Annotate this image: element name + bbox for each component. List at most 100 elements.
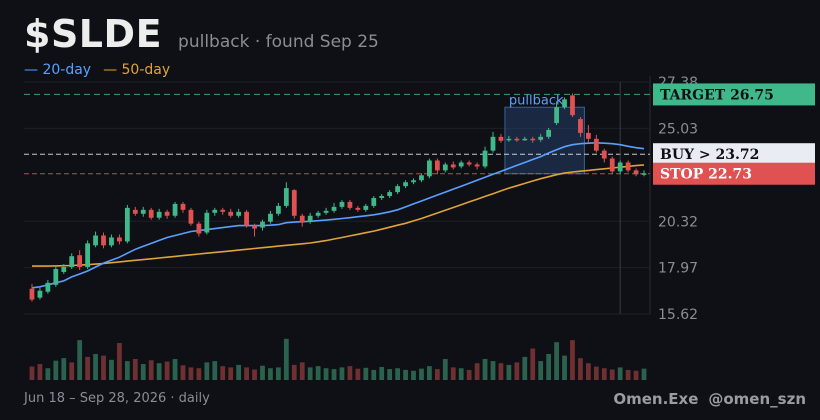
volume-bar	[220, 366, 226, 380]
candle	[466, 160, 472, 167]
branding: Omen.Exe @omen_szn	[613, 390, 806, 408]
buy-tag-bg	[653, 143, 815, 166]
candle	[85, 240, 90, 270]
candle	[427, 158, 432, 179]
volume-bar	[633, 370, 639, 380]
candle	[641, 170, 647, 177]
volume-bar	[546, 353, 552, 380]
candle	[458, 160, 464, 169]
candle-body	[633, 170, 639, 175]
candle	[411, 178, 416, 185]
volume-bar	[132, 359, 138, 380]
candle-body	[172, 203, 178, 216]
candle	[601, 148, 607, 163]
candle	[156, 208, 162, 220]
candle	[140, 206, 146, 217]
candle-body	[434, 160, 440, 171]
volume-bar	[180, 365, 186, 380]
candle	[442, 162, 448, 173]
candle-body	[188, 209, 194, 224]
candle	[347, 199, 353, 210]
volume-bar	[307, 367, 313, 380]
candle-body	[554, 107, 559, 124]
candle	[403, 180, 408, 189]
volume-bar	[29, 366, 35, 380]
candle	[220, 207, 226, 215]
candle-body	[164, 211, 170, 216]
candle	[69, 253, 75, 270]
candle	[371, 196, 377, 208]
chart-subtitle: pullback · found Sep 25	[178, 32, 379, 52]
volume-bar	[77, 340, 83, 380]
ma-legend: — 20-day — 50-day	[24, 62, 170, 78]
candle-body	[45, 282, 51, 292]
candle-body	[124, 207, 130, 242]
candle-body	[29, 288, 35, 300]
volume-bar	[268, 368, 273, 380]
volume-bar	[148, 360, 154, 380]
target-tag-label: TARGET 26.75	[660, 87, 774, 103]
volume-bar	[188, 367, 194, 380]
candle-body	[93, 235, 98, 246]
candle	[93, 231, 98, 248]
candle	[252, 223, 257, 237]
candle-body	[419, 175, 424, 181]
candle	[204, 209, 210, 235]
y-tick-label: 15.62	[658, 307, 698, 323]
target-tag-bg	[653, 83, 815, 106]
candle-body	[546, 129, 552, 137]
candle-body	[156, 211, 162, 218]
candle-body	[450, 164, 456, 168]
candle-body	[578, 119, 583, 133]
candle	[339, 199, 345, 209]
volume-bar	[323, 368, 329, 380]
volume-bar	[482, 359, 488, 380]
candle-body	[593, 138, 599, 151]
volume-bar	[538, 361, 544, 380]
candle	[570, 93, 575, 118]
buy-tag-label: BUY > 23.72	[660, 147, 759, 163]
volume-bar	[363, 367, 369, 380]
candle-body	[315, 212, 321, 216]
candle	[538, 133, 544, 142]
date-range: Jun 18 – Sep 28, 2026 · daily	[24, 391, 210, 406]
volume-bar	[617, 367, 623, 380]
volume-bar	[514, 362, 520, 380]
y-tick-label: 17.97	[658, 261, 698, 277]
candle	[180, 201, 186, 213]
volume-bar	[458, 368, 464, 380]
candle	[578, 117, 583, 137]
candle-body	[109, 237, 114, 246]
candle-body	[625, 162, 631, 171]
candle-body	[212, 209, 218, 213]
volume-bar	[506, 364, 512, 380]
candle	[633, 168, 639, 177]
candle	[482, 146, 488, 169]
volume-bar	[570, 340, 575, 380]
candle-body	[339, 201, 345, 207]
candle-body	[411, 180, 416, 183]
candle	[593, 134, 599, 153]
candle-body	[283, 188, 289, 206]
candle-body	[299, 215, 305, 223]
volume-bar	[212, 361, 218, 380]
candle-body	[506, 138, 512, 141]
candle-body	[180, 203, 186, 210]
candle-body	[331, 206, 337, 211]
candle	[37, 287, 43, 300]
volume-bar	[490, 361, 496, 380]
candle	[586, 125, 591, 143]
volume-bar	[593, 366, 599, 380]
candle	[562, 97, 567, 110]
volume-bar	[395, 368, 400, 380]
volume-bar	[474, 363, 480, 380]
candle	[212, 207, 218, 216]
volume-bar	[196, 368, 202, 380]
volume-bar	[522, 356, 528, 380]
volume-bar	[554, 342, 559, 380]
candle	[450, 161, 456, 170]
candle-body	[427, 160, 432, 177]
candle-body	[132, 209, 138, 214]
candle-body	[387, 192, 393, 197]
candle-body	[514, 138, 520, 141]
